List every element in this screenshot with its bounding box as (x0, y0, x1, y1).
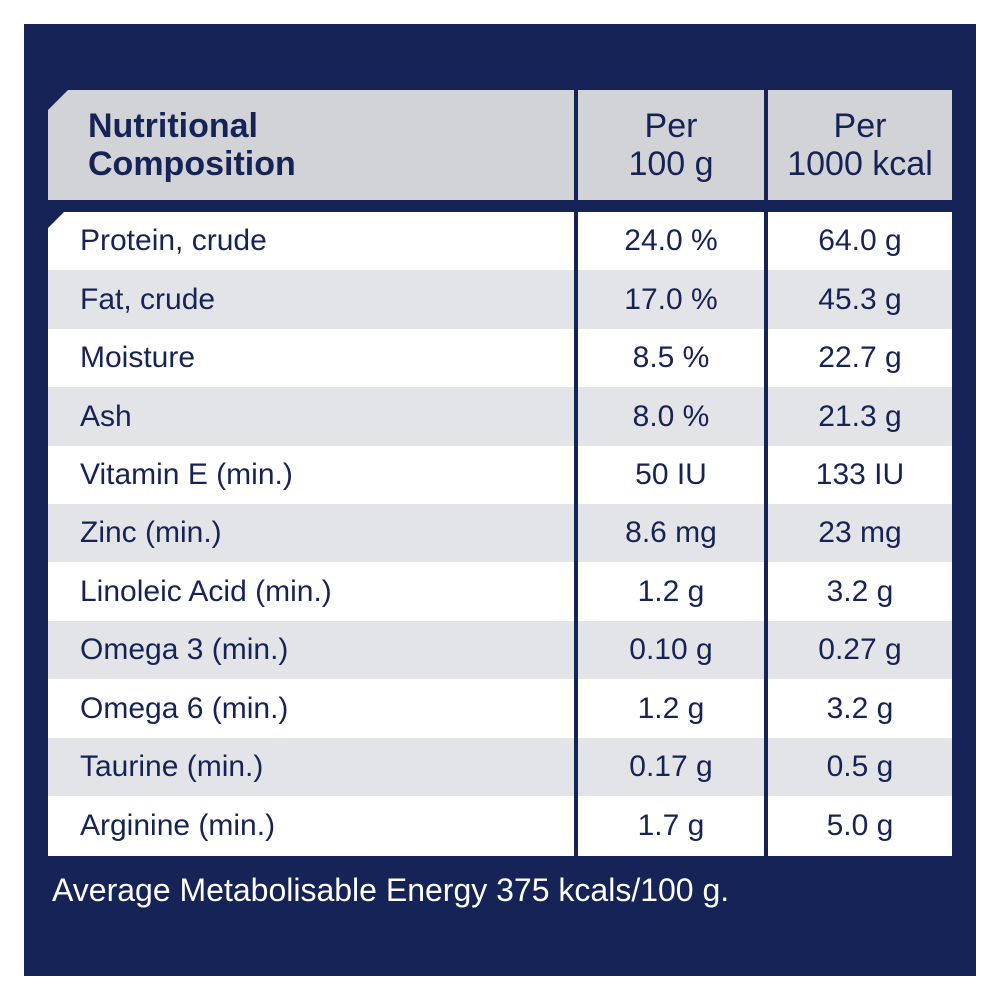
header-per-100g: Per 100 g (578, 90, 764, 200)
row-nutrient: Ash (48, 387, 574, 447)
header-per-1000kcal: Per 1000 kcal (768, 90, 952, 200)
row-per-1000kcal: 3.2 g (768, 562, 952, 622)
row-nutrient: Taurine (min.) (48, 737, 574, 797)
row-nutrient: Fat, crude (48, 270, 574, 330)
row-per-1000kcal: 64.0 g (768, 212, 952, 271)
row-per-1000kcal: 0.27 g (768, 620, 952, 680)
row-nutrient: Omega 3 (min.) (48, 620, 574, 680)
row-nutrient: Protein, crude (48, 212, 574, 271)
row-nutrient: Linoleic Acid (min.) (48, 562, 574, 622)
row-per-100g: 8.5 % (578, 328, 764, 388)
row-per-100g: 0.10 g (578, 620, 764, 680)
row-per-100g: 0.17 g (578, 737, 764, 797)
row-per-1000kcal: 21.3 g (768, 387, 952, 447)
row-per-100g: 1.2 g (578, 562, 764, 622)
row-per-100g: 1.7 g (578, 796, 764, 856)
row-per-1000kcal: 23 mg (768, 504, 952, 563)
row-per-1000kcal: 22.7 g (768, 328, 952, 388)
row-per-1000kcal: 45.3 g (768, 270, 952, 330)
row-per-100g: 50 IU (578, 445, 764, 505)
row-per-1000kcal: 3.2 g (768, 679, 952, 739)
row-nutrient: Arginine (min.) (48, 796, 574, 856)
energy-footnote: Average Metabolisable Energy 375 kcals/1… (52, 871, 730, 908)
row-nutrient: Vitamin E (min.) (48, 445, 574, 505)
row-per-1000kcal: 133 IU (768, 445, 952, 505)
row-nutrient: Zinc (min.) (48, 504, 574, 563)
row-per-1000kcal: 5.0 g (768, 796, 952, 856)
row-per-100g: 24.0 % (578, 212, 764, 271)
row-per-100g: 8.0 % (578, 387, 764, 447)
row-nutrient: Omega 6 (min.) (48, 679, 574, 739)
header-title: Nutritional Composition (48, 90, 574, 200)
row-per-1000kcal: 0.5 g (768, 737, 952, 797)
row-per-100g: 1.2 g (578, 679, 764, 739)
row-nutrient: Moisture (48, 328, 574, 388)
row-per-100g: 17.0 % (578, 270, 764, 330)
row-per-100g: 8.6 mg (578, 504, 764, 563)
